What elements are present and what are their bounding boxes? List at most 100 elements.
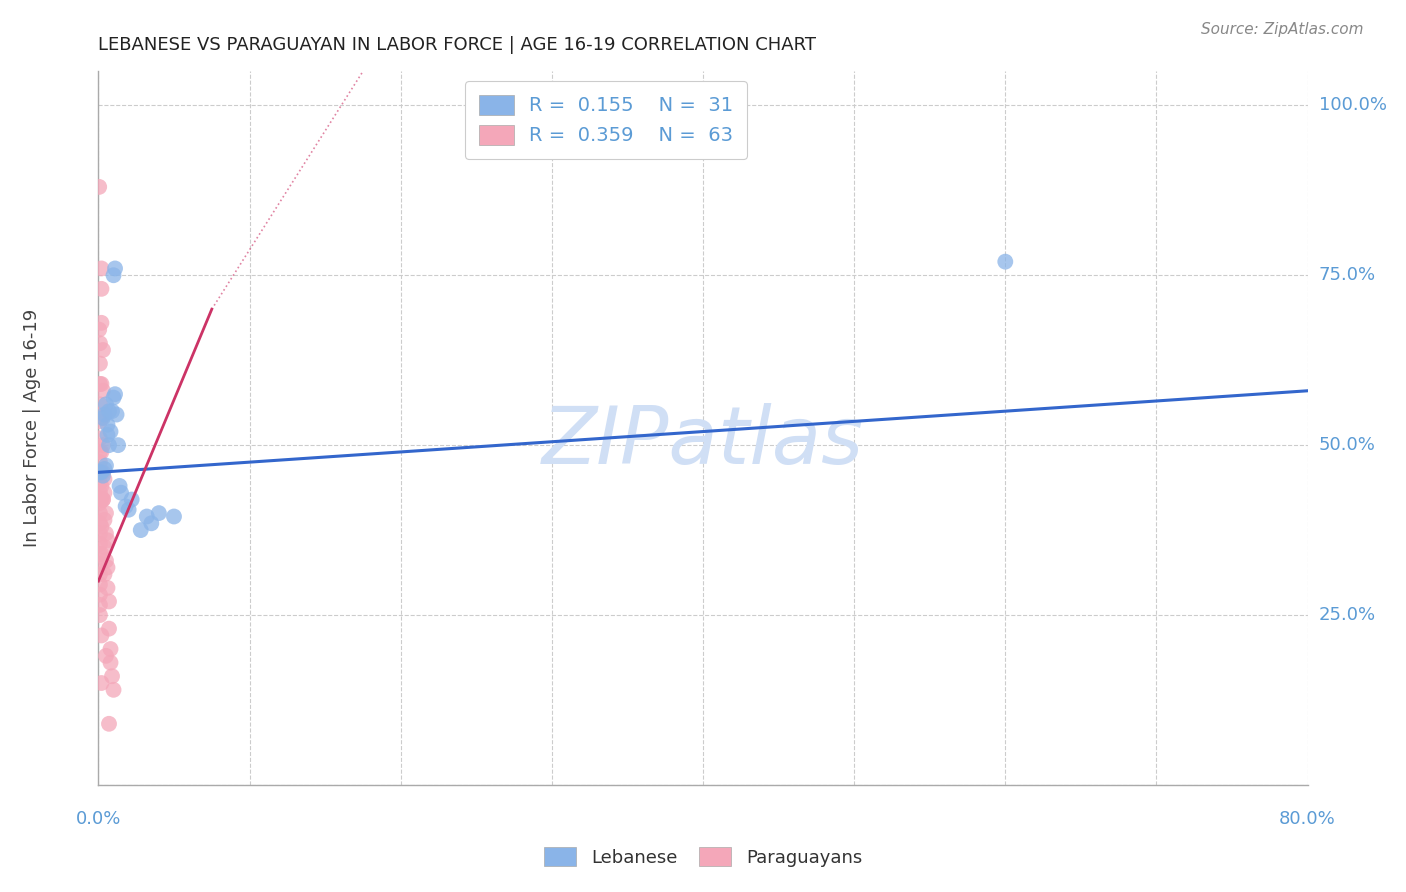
Point <box>89 485 111 500</box>
Point <box>148 506 170 520</box>
Point <box>89 547 111 561</box>
Point <box>94 458 117 473</box>
Point <box>89 526 111 541</box>
Point <box>98 438 121 452</box>
Point <box>89 323 111 337</box>
Point <box>90 466 112 480</box>
Point <box>90 316 112 330</box>
Point <box>91 492 114 507</box>
Point <box>103 268 125 283</box>
Point <box>89 537 111 551</box>
Point <box>90 479 112 493</box>
Point <box>994 254 1017 268</box>
Point <box>89 608 111 623</box>
Text: LEBANESE VS PARAGUAYAN IN LABOR FORCE | AGE 16-19 CORRELATION CHART: LEBANESE VS PARAGUAYAN IN LABOR FORCE | … <box>98 36 817 54</box>
Point <box>90 676 112 690</box>
Point <box>96 581 118 595</box>
Text: 80.0%: 80.0% <box>1279 810 1336 828</box>
Text: 50.0%: 50.0% <box>1319 436 1375 454</box>
Point <box>93 485 115 500</box>
Legend: Lebanese, Paraguayans: Lebanese, Paraguayans <box>537 840 869 874</box>
Point <box>101 404 124 418</box>
Point <box>91 438 114 452</box>
Point <box>96 533 118 548</box>
Point <box>98 716 121 731</box>
Text: 75.0%: 75.0% <box>1319 266 1376 285</box>
Point <box>91 468 114 483</box>
Point <box>91 411 114 425</box>
Point <box>103 391 125 405</box>
Point <box>98 622 121 636</box>
Point <box>89 598 111 612</box>
Point <box>118 502 141 516</box>
Legend: R =  0.155    N =  31, R =  0.359    N =  63: R = 0.155 N = 31, R = 0.359 N = 63 <box>465 81 747 159</box>
Point <box>89 180 111 194</box>
Point <box>93 513 115 527</box>
Point <box>163 509 186 524</box>
Point <box>96 560 118 574</box>
Point <box>100 642 122 657</box>
Point <box>90 261 112 276</box>
Point <box>89 445 111 459</box>
Point <box>89 336 111 351</box>
Point <box>89 431 111 445</box>
Text: 0.0%: 0.0% <box>76 810 121 828</box>
Point <box>93 540 115 554</box>
Point <box>110 485 132 500</box>
Point <box>89 496 111 510</box>
Point <box>93 472 115 486</box>
Point <box>100 425 122 439</box>
Point <box>114 500 136 514</box>
Point <box>89 376 111 391</box>
Point <box>90 445 112 459</box>
Point <box>104 387 127 401</box>
Point <box>89 357 111 371</box>
Point <box>98 594 121 608</box>
Point <box>90 376 112 391</box>
Point <box>93 408 115 422</box>
Point <box>98 404 121 418</box>
Point <box>90 492 112 507</box>
Point <box>96 428 118 442</box>
Point <box>93 462 115 476</box>
Point <box>105 408 128 422</box>
Point <box>103 682 125 697</box>
Point <box>121 492 143 507</box>
Point <box>89 414 111 428</box>
Point <box>108 479 131 493</box>
Point <box>94 648 117 663</box>
Point <box>91 492 114 507</box>
Point <box>94 554 117 568</box>
Point <box>93 567 115 582</box>
Point <box>94 526 117 541</box>
Point <box>89 577 111 591</box>
Point <box>90 547 112 561</box>
Point <box>89 466 111 480</box>
Point <box>129 523 152 537</box>
Point <box>89 588 111 602</box>
Point <box>89 475 111 490</box>
Point <box>90 282 112 296</box>
Text: In Labor Force | Age 16-19: In Labor Force | Age 16-19 <box>22 309 41 548</box>
Text: ZIPatlas: ZIPatlas <box>541 403 865 482</box>
Point <box>91 343 114 357</box>
Point <box>104 261 127 276</box>
Point <box>94 397 117 411</box>
Text: 100.0%: 100.0% <box>1319 96 1386 114</box>
Text: Source: ZipAtlas.com: Source: ZipAtlas.com <box>1201 22 1364 37</box>
Point <box>94 506 117 520</box>
Point <box>101 669 124 683</box>
Point <box>89 506 111 520</box>
Point <box>107 438 129 452</box>
Point <box>100 656 122 670</box>
Point <box>89 397 111 411</box>
Point <box>89 466 111 480</box>
Point <box>96 417 118 432</box>
Text: 25.0%: 25.0% <box>1319 606 1376 624</box>
Point <box>90 628 112 642</box>
Point <box>91 384 114 398</box>
Point <box>89 516 111 531</box>
Point <box>90 519 112 533</box>
Point <box>90 466 112 480</box>
Point <box>135 509 157 524</box>
